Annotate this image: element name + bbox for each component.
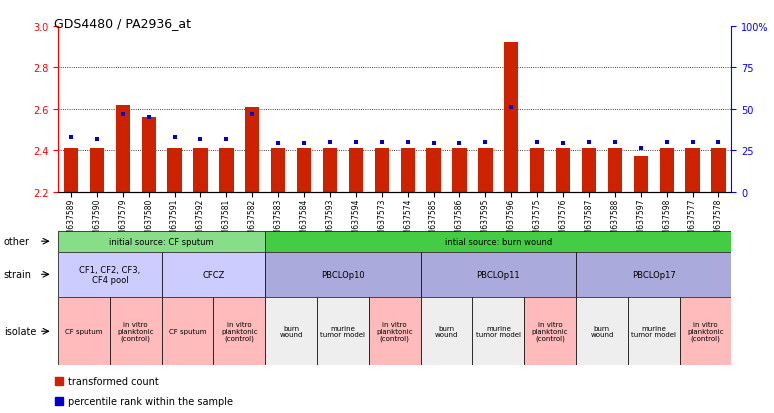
Text: intial source: burn wound: intial source: burn wound [445, 237, 552, 246]
Text: burn
wound: burn wound [435, 325, 458, 338]
Bar [452, 149, 467, 192]
Bar [556, 149, 570, 192]
Bar [64, 149, 78, 192]
Bar [628, 297, 680, 366]
Text: burn
wound: burn wound [591, 325, 614, 338]
Bar [472, 297, 524, 366]
Bar [711, 149, 725, 192]
Bar [214, 297, 265, 366]
Bar [58, 297, 110, 366]
Bar [265, 252, 420, 297]
Text: CFCZ: CFCZ [202, 270, 224, 279]
Bar [582, 149, 596, 192]
Bar [317, 297, 369, 366]
Text: murine
tumor model: murine tumor model [320, 325, 365, 338]
Text: in vitro
planktonic
(control): in vitro planktonic (control) [221, 322, 258, 341]
Text: burn
wound: burn wound [279, 325, 303, 338]
Text: initial source: CF sputum: initial source: CF sputum [109, 237, 214, 246]
Text: PBCLOp17: PBCLOp17 [632, 270, 676, 279]
Text: other: other [4, 237, 30, 247]
Bar [245, 107, 259, 192]
Text: in vitro
planktonic
(control): in vitro planktonic (control) [532, 322, 568, 341]
Bar [194, 149, 207, 192]
Bar [369, 297, 420, 366]
Text: CF sputum: CF sputum [169, 328, 207, 335]
Bar [401, 149, 415, 192]
Bar [375, 149, 389, 192]
Bar [680, 297, 731, 366]
Text: strain: strain [4, 270, 32, 280]
Bar [115, 105, 130, 192]
Bar [420, 297, 472, 366]
Text: isolate: isolate [4, 326, 36, 337]
Bar [162, 252, 265, 297]
Bar [265, 231, 731, 252]
Bar [167, 149, 182, 192]
Bar [271, 149, 286, 192]
Bar [58, 231, 265, 252]
Bar [420, 252, 576, 297]
Text: in vitro
planktonic
(control): in vitro planktonic (control) [687, 322, 724, 341]
Bar [265, 297, 317, 366]
Bar [576, 252, 731, 297]
Bar [162, 297, 214, 366]
Text: GDS4480 / PA2936_at: GDS4480 / PA2936_at [54, 17, 191, 29]
Bar [426, 149, 440, 192]
Bar [634, 157, 648, 192]
Bar [219, 149, 234, 192]
Bar [659, 149, 674, 192]
Bar [323, 149, 337, 192]
Bar [530, 149, 544, 192]
Bar [478, 149, 492, 192]
Bar [90, 149, 104, 192]
Bar [524, 297, 576, 366]
Text: percentile rank within the sample: percentile rank within the sample [68, 396, 233, 406]
Bar [58, 252, 162, 297]
Bar [608, 149, 622, 192]
Bar [349, 149, 363, 192]
Bar [576, 297, 628, 366]
Bar [142, 118, 156, 192]
Bar [504, 43, 519, 192]
Text: murine
tumor model: murine tumor model [632, 325, 676, 338]
Text: in vitro
planktonic
(control): in vitro planktonic (control) [118, 322, 154, 341]
Text: PBCLOp11: PBCLOp11 [477, 270, 520, 279]
Bar [110, 297, 162, 366]
Text: transformed count: transformed count [68, 376, 159, 386]
Bar [686, 149, 700, 192]
Text: CF1, CF2, CF3,
CF4 pool: CF1, CF2, CF3, CF4 pool [79, 265, 140, 284]
Text: murine
tumor model: murine tumor model [476, 325, 521, 338]
Text: in vitro
planktonic
(control): in vitro planktonic (control) [376, 322, 413, 341]
Text: PBCLOp10: PBCLOp10 [321, 270, 365, 279]
Bar [297, 149, 311, 192]
Text: CF sputum: CF sputum [65, 328, 103, 335]
